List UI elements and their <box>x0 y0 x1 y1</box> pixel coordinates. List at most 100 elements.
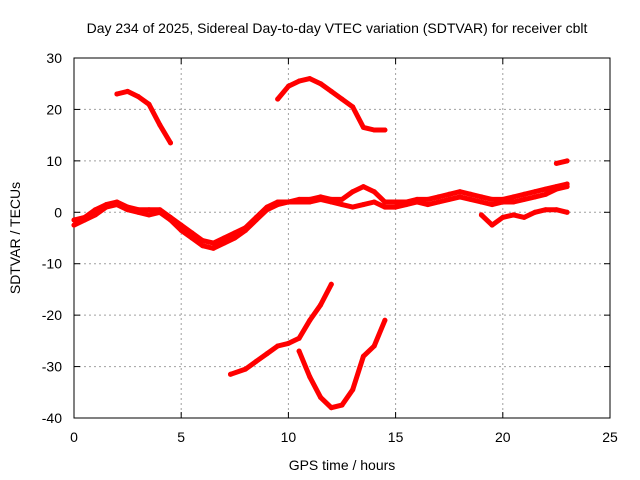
data-point <box>489 222 495 228</box>
data-point <box>307 76 313 82</box>
data-point <box>436 199 441 205</box>
data-point <box>511 212 516 218</box>
y-tick-label: 20 <box>46 101 62 117</box>
data-point <box>425 196 431 202</box>
data-point <box>318 81 324 87</box>
data-point <box>253 217 259 223</box>
data-point <box>414 199 420 205</box>
data-point <box>275 202 281 208</box>
data-point <box>114 91 120 97</box>
x-tick-label: 25 <box>602 429 618 445</box>
axis-ticks: 0 5 10 15 20 25 -40 -30 -20 -10 0 10 20 30 <box>42 50 618 445</box>
data-point <box>350 204 356 210</box>
data-point <box>446 191 452 197</box>
data-point <box>296 335 302 341</box>
data-point <box>511 194 516 200</box>
data-point <box>382 199 388 205</box>
data-point <box>178 227 184 233</box>
data-point <box>328 281 334 287</box>
data-point <box>339 196 345 202</box>
data-point <box>339 402 345 408</box>
data-point <box>468 196 474 202</box>
data-point <box>489 196 495 202</box>
data-point <box>468 191 474 197</box>
data-point <box>521 196 527 202</box>
data-point <box>478 199 484 205</box>
data-point <box>543 207 549 213</box>
data-point <box>532 209 538 215</box>
series-arc-2-4.5 <box>114 88 173 146</box>
data-point <box>318 394 324 400</box>
data-point <box>285 83 291 89</box>
data-point <box>296 199 302 205</box>
y-tick-label: 0 <box>54 204 62 220</box>
data-point <box>564 158 570 164</box>
data-point <box>210 245 216 251</box>
data-point <box>553 160 559 166</box>
grid-lines <box>74 58 610 418</box>
data-point <box>521 214 527 220</box>
y-tick-label: -10 <box>42 256 62 272</box>
data-point <box>500 199 506 205</box>
data-point <box>564 209 570 215</box>
y-tick-label: -20 <box>42 307 62 323</box>
series-low-7-12 <box>228 281 334 377</box>
data-point <box>457 189 463 195</box>
data-point <box>275 343 281 349</box>
x-tick-label: 15 <box>388 429 404 445</box>
data-point <box>285 340 291 346</box>
data-point <box>157 122 163 128</box>
data-point <box>135 94 141 100</box>
data-point <box>296 348 302 354</box>
data-point <box>543 191 549 197</box>
data-point <box>146 101 152 107</box>
data-point <box>168 140 173 146</box>
data-point <box>146 212 152 218</box>
data-point <box>350 104 356 110</box>
data-point <box>371 199 377 205</box>
chart-title: Day 234 of 2025, Sidereal Day-to-day VTE… <box>87 20 588 36</box>
data-point <box>146 207 152 213</box>
data-point <box>285 199 291 205</box>
data-point <box>339 96 345 102</box>
data-point <box>318 302 324 308</box>
data-point <box>371 189 377 195</box>
data-point <box>168 217 173 223</box>
data-point <box>436 194 441 200</box>
data-point <box>189 235 195 241</box>
data-point <box>157 209 163 215</box>
data-point <box>564 184 570 190</box>
data-point <box>543 186 549 192</box>
y-tick-label: 10 <box>46 153 62 169</box>
data-point <box>103 204 109 210</box>
data-point <box>307 374 313 380</box>
data-point <box>253 358 259 364</box>
data-point <box>360 184 366 190</box>
data-point <box>92 212 98 218</box>
data-point <box>403 202 409 208</box>
data-point <box>71 222 77 228</box>
y-tick-label: -40 <box>42 410 62 426</box>
data-point <box>457 194 463 200</box>
data-point <box>125 207 131 213</box>
data-point <box>114 202 120 208</box>
data-point <box>71 217 77 223</box>
data-point <box>478 194 484 200</box>
data-point <box>200 243 206 249</box>
data-point <box>521 191 527 197</box>
x-axis-label: GPS time / hours <box>289 457 396 473</box>
data-point <box>511 199 516 205</box>
data-point <box>500 214 506 220</box>
y-axis-label: SDTVAR / TECUs <box>7 182 23 294</box>
data-point <box>371 127 377 133</box>
series-arc-9.5-14.5 <box>275 76 388 133</box>
data-point <box>135 209 141 215</box>
data-point <box>264 207 270 213</box>
data-point <box>360 202 366 208</box>
data-point <box>446 196 452 202</box>
data-point <box>328 88 334 94</box>
data-point <box>264 351 270 357</box>
data-point <box>228 371 233 377</box>
data-point <box>393 199 399 205</box>
